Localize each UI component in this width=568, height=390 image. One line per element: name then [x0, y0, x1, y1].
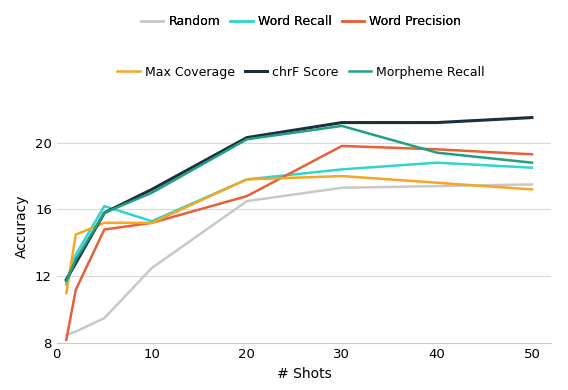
Random [148, 266, 155, 270]
Word Precision [101, 227, 108, 232]
Word Recall [148, 219, 155, 223]
Max Coverage [101, 220, 108, 225]
Morpheme Recall [101, 211, 108, 215]
Word Precision [433, 147, 440, 152]
Word Recall [339, 167, 345, 172]
Morpheme Recall [529, 160, 536, 165]
Random [244, 199, 250, 204]
Morpheme Recall [72, 257, 79, 262]
Max Coverage [339, 174, 345, 178]
Max Coverage [63, 291, 70, 295]
Word Recall [101, 204, 108, 209]
Word Precision [244, 194, 250, 199]
Max Coverage [529, 187, 536, 192]
Random [101, 316, 108, 321]
Word Precision [148, 220, 155, 225]
Random [529, 182, 536, 187]
chrF Score [72, 261, 79, 265]
Y-axis label: Accuracy: Accuracy [15, 195, 30, 258]
chrF Score [244, 135, 250, 140]
Word Precision [63, 337, 70, 342]
Morpheme Recall [433, 150, 440, 155]
Legend: Random, Word Recall, Word Precision: Random, Word Recall, Word Precision [136, 10, 466, 33]
Random [72, 329, 79, 334]
Word Recall [433, 160, 440, 165]
Word Precision [339, 144, 345, 148]
Line: Word Precision: Word Precision [66, 146, 532, 340]
chrF Score [433, 120, 440, 125]
chrF Score [101, 211, 108, 215]
Random [433, 184, 440, 188]
Word Recall [529, 165, 536, 170]
Word Recall [63, 282, 70, 287]
chrF Score [339, 120, 345, 125]
Max Coverage [148, 220, 155, 225]
Line: Word Recall: Word Recall [66, 163, 532, 285]
Line: Max Coverage: Max Coverage [66, 176, 532, 293]
Word Recall [72, 252, 79, 257]
chrF Score [148, 187, 155, 192]
X-axis label: # Shots: # Shots [277, 367, 331, 381]
Random [63, 333, 70, 337]
Line: Random: Random [66, 184, 532, 335]
Max Coverage [244, 177, 250, 182]
Line: chrF Score: chrF Score [66, 117, 532, 280]
Morpheme Recall [244, 137, 250, 142]
Max Coverage [72, 232, 79, 237]
Morpheme Recall [339, 124, 345, 128]
Legend: Max Coverage, chrF Score, Morpheme Recall: Max Coverage, chrF Score, Morpheme Recal… [112, 61, 490, 84]
Morpheme Recall [63, 279, 70, 284]
Random [339, 185, 345, 190]
Word Precision [72, 287, 79, 292]
Word Recall [244, 177, 250, 182]
Word Precision [529, 152, 536, 157]
Max Coverage [433, 181, 440, 185]
chrF Score [529, 115, 536, 120]
chrF Score [63, 277, 70, 282]
Line: Morpheme Recall: Morpheme Recall [66, 126, 532, 281]
Morpheme Recall [148, 190, 155, 195]
